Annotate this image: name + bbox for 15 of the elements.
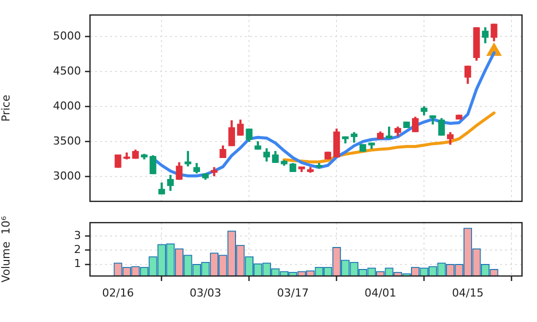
y-tick-label: 3500 xyxy=(53,134,81,148)
y-tick-label: 4000 xyxy=(53,99,81,112)
y-tick-label: 2 xyxy=(74,243,81,256)
y-tick-label: 1 xyxy=(74,257,81,270)
y-tick-label: 3000 xyxy=(53,169,81,182)
y-tick-label: 3 xyxy=(74,228,81,242)
x-tick-label: 04/01 xyxy=(364,286,396,300)
x-tick-label: 03/03 xyxy=(190,286,222,300)
y-tick-label: 5000 xyxy=(53,30,81,43)
y-axis-title: Volume 10⁶ xyxy=(0,216,12,282)
x-tick-label: 02/16 xyxy=(102,286,134,300)
y-tick-label: 4500 xyxy=(53,64,81,78)
y-axis-title: Price xyxy=(0,94,12,122)
x-tick-label: 04/15 xyxy=(452,286,484,300)
x-tick-label: 03/17 xyxy=(277,286,309,300)
